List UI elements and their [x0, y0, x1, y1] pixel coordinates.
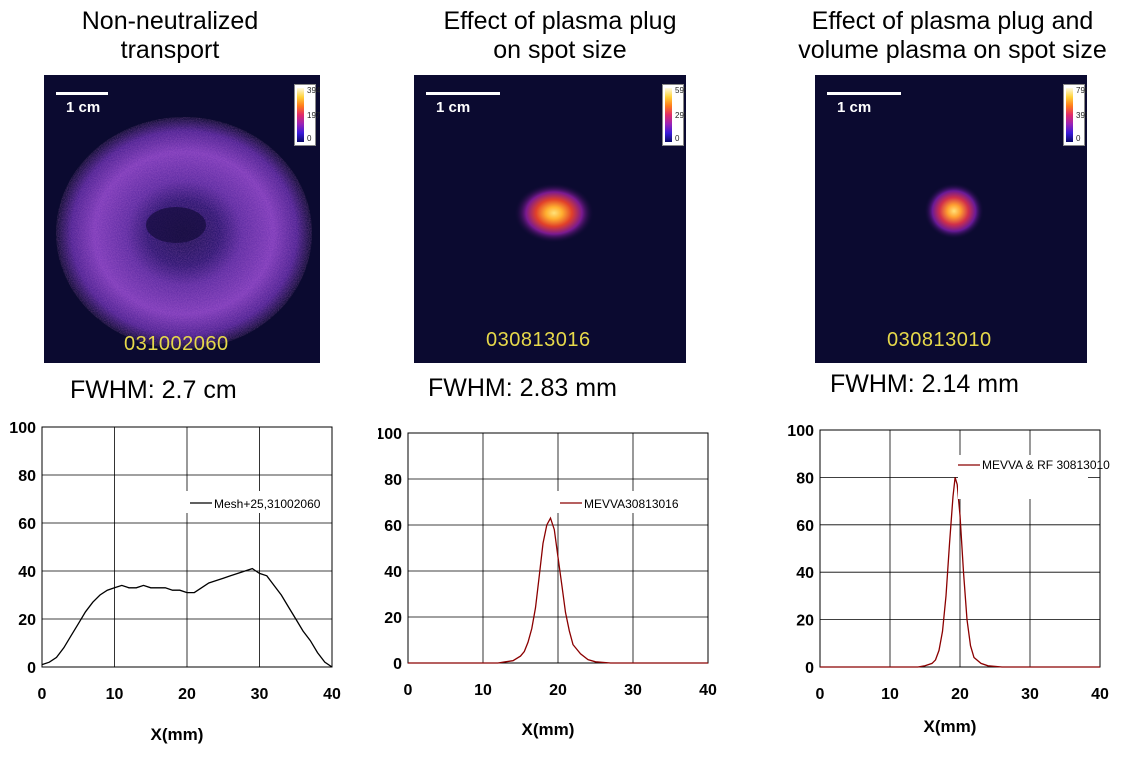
y-tick-label: 20 [384, 610, 402, 627]
y-tick-label: 60 [18, 516, 36, 533]
x-tick-label: 40 [699, 682, 717, 699]
x-tick-label: 0 [816, 686, 825, 703]
x-tick-label: 30 [1021, 686, 1039, 703]
x-tick-label: 10 [106, 686, 124, 703]
shot-id-2: 030813016 [486, 329, 591, 351]
x-tick-label: 20 [178, 686, 196, 703]
beam-image-2: 1 cm 595 298 0 030813016 [414, 75, 686, 363]
profile-chart-3-svg: 0 20 40 60 80 100 0 10 20 30 40 MEVVA & RF 30813010… [787, 423, 1110, 736]
series-line [820, 477, 1100, 668]
y-tick-label: 20 [18, 612, 36, 629]
shot-id-1: 031002060 [124, 333, 229, 355]
colorbar-3-gradient [1066, 88, 1073, 142]
x-tick-label: 20 [549, 682, 567, 699]
legend-bg [556, 491, 706, 513]
beam-image-3-render [924, 183, 984, 239]
column-title-2-line-2: on spot size [493, 36, 627, 64]
fwhm-label-2: FWHM: 2.83 mm [428, 374, 617, 402]
y-tick-label: 0 [393, 656, 402, 673]
x-axis-label: X(mm) [522, 720, 575, 739]
x-tick-label: 0 [38, 686, 47, 703]
column-title-3-line-1: Effect of plasma plug and [811, 7, 1094, 35]
colorbar-3-min: 0 [1076, 134, 1081, 143]
beam-image-2-render [514, 183, 594, 243]
scale-label-3: 1 cm [837, 99, 872, 116]
colorbar-1-min: 0 [307, 134, 312, 143]
fwhm-label-1: FWHM: 2.7 cm [70, 376, 237, 404]
y-tick-label: 40 [18, 564, 36, 581]
profile-chart-3: 0 20 40 60 80 100 0 10 20 30 40 MEVVA & RF 30813010… [768, 415, 1135, 753]
legend-label: MEVVA & RF 30813010 [982, 458, 1110, 472]
shot-id-3: 030813010 [887, 329, 992, 351]
column-title-3-line-2: volume plasma on spot size [798, 36, 1107, 64]
legend-box [958, 455, 1088, 499]
series-line [41, 567, 333, 668]
legend-bg [186, 491, 311, 513]
x-tick-label: 20 [951, 686, 969, 703]
y-tick-label: 40 [384, 564, 402, 581]
profile-chart-2-svg: 0 20 40 60 80 100 0 10 20 30 40 MEVVA30813016 X(mm) [375, 426, 717, 739]
y-tick-label: 60 [796, 518, 814, 535]
scale-bar-1 [56, 92, 108, 95]
profile-chart-2: 0 20 40 60 80 100 0 10 20 30 40 MEVVA30813016 X(mm) [375, 415, 758, 753]
legend-label: Mesh+25,31002060 [214, 497, 321, 511]
y-tick-label: 0 [805, 660, 814, 677]
colorbar-1-max: 394 [307, 86, 320, 95]
colorbar-1-mid: 197 [307, 111, 320, 120]
beam-image-1: 1 cm 394 197 0 031002060 [44, 75, 320, 363]
y-tick-label: 80 [384, 472, 402, 489]
y-tick-label: 100 [378, 426, 402, 443]
x-tick-label: 10 [881, 686, 899, 703]
column-title-2-line-1: Effect of plasma plug [443, 7, 677, 35]
scale-bar-3 [827, 92, 901, 95]
colorbar-2-mid: 298 [675, 111, 686, 120]
fwhm-label-3: FWHM: 2.14 mm [830, 370, 1019, 398]
colorbar-3-mid: 399 [1076, 111, 1087, 120]
x-tick-label: 30 [624, 682, 642, 699]
x-tick-label: 0 [404, 682, 413, 699]
y-tick-label: 100 [9, 420, 36, 437]
scale-label-1: 1 cm [66, 99, 101, 116]
scale-label-2: 1 cm [436, 99, 471, 116]
column-title-1-line-2: transport [120, 36, 220, 64]
x-tick-label: 40 [323, 686, 341, 703]
y-tick-label: 40 [796, 565, 814, 582]
x-axis-label: X(mm) [924, 717, 977, 736]
colorbar-2-min: 0 [675, 134, 680, 143]
x-tick-label: 40 [1091, 686, 1109, 703]
beam-image-3: 1 cm 798 399 0 030813010 [815, 75, 1087, 363]
colorbar-2-max: 595 [675, 86, 686, 95]
colorbar-2-gradient [665, 88, 672, 142]
column-title-1-line-1: Non-neutralized [81, 7, 259, 35]
scale-bar-2 [426, 92, 500, 95]
colorbar-2: 595 298 0 [662, 84, 686, 146]
y-tick-label: 0 [27, 660, 36, 677]
column-title-1: Non-neutralized transport [20, 7, 320, 65]
y-tick-label: 100 [787, 423, 814, 440]
x-tick-label: 30 [251, 686, 269, 703]
profile-chart-1: 0 20 40 60 80 100 0 10 20 30 40 Mesh+25,31002060 X(m… [0, 415, 370, 753]
beam-image-1-render [56, 117, 312, 349]
x-tick-label: 10 [474, 682, 492, 699]
y-tick-label: 20 [796, 613, 814, 630]
colorbar-3-max: 798 [1076, 86, 1087, 95]
y-tick-label: 60 [384, 518, 402, 535]
y-tick-label: 80 [796, 470, 814, 487]
x-axis-label: X(mm) [151, 725, 204, 744]
legend-label: MEVVA30813016 [584, 497, 679, 511]
series-line [408, 516, 708, 664]
colorbar-3: 798 399 0 [1063, 84, 1087, 146]
colorbar-1-gradient [297, 88, 304, 142]
y-tick-label: 80 [18, 468, 36, 485]
colorbar-1: 394 197 0 [294, 84, 320, 146]
column-title-2: Effect of plasma plug on spot size [395, 7, 725, 65]
profile-chart-1-svg: 0 20 40 60 80 100 0 10 20 30 40 Mesh+25,31002060 X(m… [9, 420, 341, 744]
column-title-3: Effect of plasma plug and volume plasma … [770, 7, 1135, 65]
